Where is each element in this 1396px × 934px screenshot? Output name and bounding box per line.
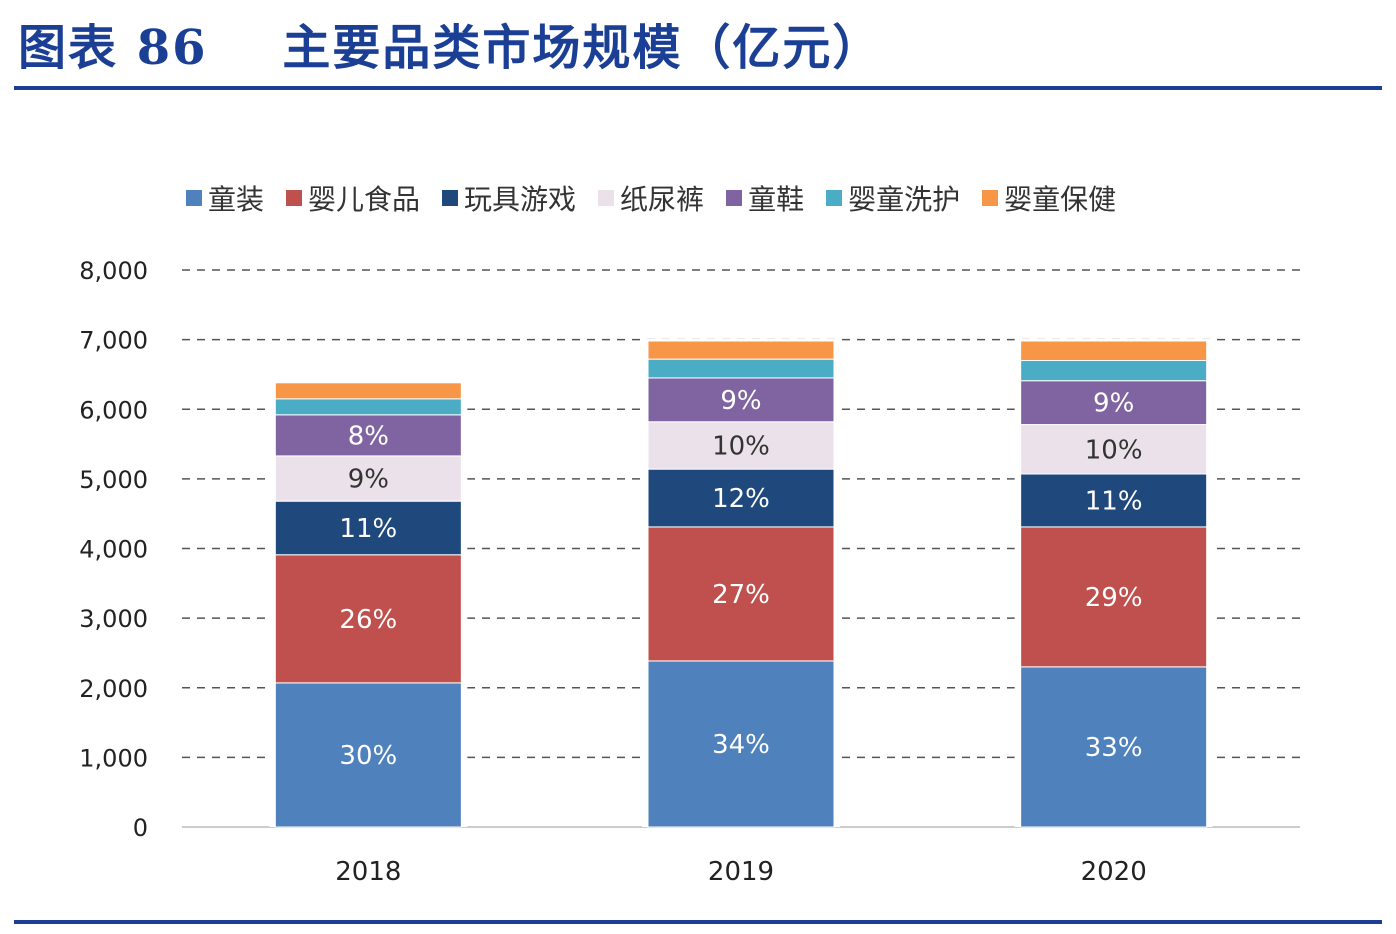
legend-label: 婴儿食品 (308, 183, 421, 216)
y-tick-label: 7,000 (79, 327, 148, 355)
y-tick-label: 1,000 (79, 744, 148, 772)
bar-segment (274, 398, 462, 416)
bottom-rule (14, 920, 1382, 924)
legend: 童装 婴儿食品 玩具游戏 纸尿裤 童鞋 婴童洗护 婴童保健 (186, 178, 1116, 218)
legend-label: 童鞋 (748, 183, 805, 216)
legend-label: 玩具游戏 (464, 183, 577, 216)
y-tick-label: 6,000 (79, 396, 148, 424)
data-label: 8% (348, 421, 389, 451)
bar-segment (274, 682, 462, 828)
bar-segment (647, 377, 835, 423)
bar-segment (647, 421, 835, 470)
x-tick-label: 2018 (335, 857, 401, 887)
bar-segment (1020, 424, 1208, 475)
bar-segment (647, 660, 835, 828)
legend-swatch (982, 190, 999, 206)
title-rule (14, 86, 1382, 90)
legend-swatch (598, 190, 615, 206)
bar-segment (647, 468, 835, 528)
y-tick-label: 5,000 (79, 466, 148, 494)
bar-segment (274, 382, 462, 400)
x-tick-label: 2020 (1081, 857, 1147, 887)
legend-swatch (726, 190, 743, 206)
legend-item: 童装 (186, 178, 264, 218)
data-label: 9% (720, 386, 761, 416)
y-tick-label: 2,000 (79, 675, 148, 703)
bar-segment (1020, 666, 1208, 828)
bar-segment (274, 500, 462, 556)
data-label: 34% (712, 730, 770, 760)
y-tick-label: 8,000 (79, 257, 148, 285)
legend-item: 童鞋 (726, 178, 804, 218)
bar-segment (1020, 380, 1208, 426)
data-label: 33% (1085, 733, 1143, 763)
y-tick-label: 3,000 (79, 605, 148, 633)
legend-item: 婴童保健 (982, 178, 1116, 218)
bar-segment (1020, 340, 1208, 362)
legend-label: 婴童洗护 (848, 183, 961, 216)
legend-label: 纸尿裤 (620, 183, 705, 216)
legend-swatch (826, 190, 843, 206)
data-label: 12% (712, 484, 770, 514)
data-label: 26% (339, 605, 397, 635)
data-label: 9% (348, 465, 389, 495)
y-tick-label: 4,000 (79, 536, 148, 564)
legend-label: 童装 (208, 183, 265, 216)
bar-segment (1020, 360, 1208, 382)
x-tick-label: 2019 (708, 857, 774, 887)
legend-swatch (286, 190, 303, 206)
data-label: 11% (1085, 486, 1143, 516)
bar-segment (1020, 473, 1208, 528)
bar-segment (1020, 526, 1208, 668)
bar-segment (274, 414, 462, 457)
data-label: 29% (1085, 583, 1143, 613)
legend-item: 婴儿食品 (286, 178, 420, 218)
bar-segment (647, 358, 835, 379)
data-label: 10% (1085, 435, 1143, 465)
data-label: 27% (712, 580, 770, 610)
bar-segment (647, 340, 835, 360)
legend-item: 纸尿裤 (598, 178, 704, 218)
data-label: 30% (339, 741, 397, 771)
bar-segment (274, 554, 462, 684)
figure-title: 图表 86 主要品类市场规模（亿元） (18, 20, 883, 76)
legend-item: 婴童洗护 (826, 178, 960, 218)
legend-swatch (442, 190, 459, 206)
legend-item: 玩具游戏 (442, 178, 576, 218)
data-label: 9% (1093, 389, 1134, 419)
bar-segment (647, 526, 835, 662)
legend-label: 婴童保健 (1004, 183, 1117, 216)
data-label: 10% (712, 431, 770, 461)
data-label: 11% (339, 514, 397, 544)
legend-swatch (186, 190, 202, 206)
y-tick-label: 0 (133, 814, 148, 842)
